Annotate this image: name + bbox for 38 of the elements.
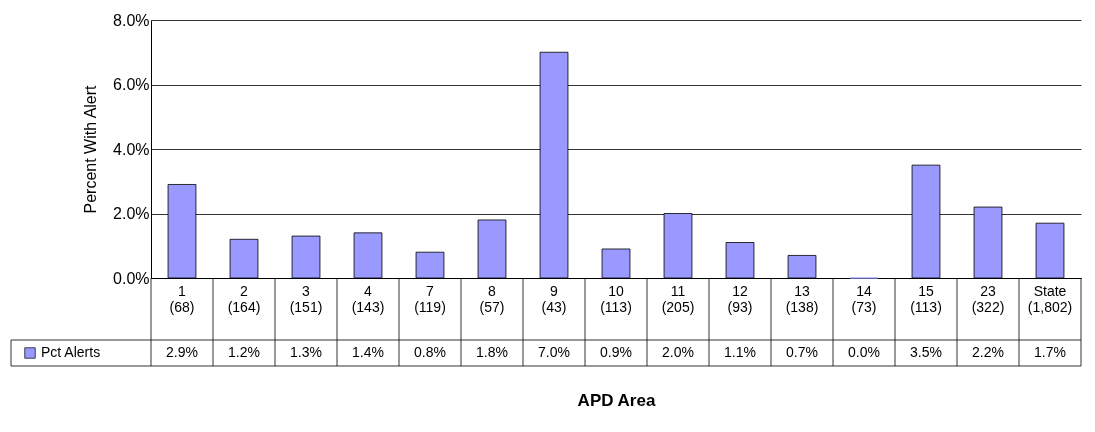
x-tick-label: 3 (151) (289, 282, 323, 315)
data-label: 0.7% (786, 344, 818, 360)
x-tick-label: 13 (138) (785, 282, 819, 315)
y-tick-label: 2.0% (113, 205, 150, 222)
data-label: 0.9% (600, 344, 632, 360)
x-tick-label: 4 (143) (351, 282, 385, 315)
data-label: 2.2% (972, 344, 1004, 360)
x-tick-label: 9 (43) (541, 282, 567, 315)
y-tick-label: 4.0% (113, 140, 150, 158)
x-tick-label: 2 (164) (227, 282, 261, 315)
x-axis-title: APD Area (577, 390, 656, 410)
legend-label: Pct Alerts (41, 344, 101, 360)
data-label: 1.7% (1034, 344, 1066, 360)
data-label: 1.2% (228, 344, 260, 360)
data-label: 1.1% (724, 344, 756, 360)
x-tick-label: 15 (113) (910, 282, 942, 315)
x-tick-label: 14 (73) (851, 282, 877, 315)
data-label: 0.8% (414, 344, 446, 360)
y-axis-title: Percent With Alert (82, 84, 100, 214)
data-label: 1.4% (352, 344, 384, 360)
data-label: 1.8% (476, 344, 508, 360)
y-tick-label: 8.0% (113, 11, 150, 29)
data-label: 1.3% (290, 344, 322, 360)
x-tick-label: State (1,802) (1027, 282, 1073, 315)
data-label: 3.5% (910, 344, 942, 360)
data-label: 2.0% (662, 344, 694, 360)
x-tick-label: 7 (119) (414, 282, 446, 315)
x-tick-label: 11 (205) (661, 282, 695, 315)
x-tick-label: 10 (113) (600, 282, 632, 315)
x-tick-label: 23 (322) (971, 282, 1005, 315)
x-tick-label: 12 (93) (727, 282, 753, 315)
data-label: 0.0% (848, 344, 880, 360)
y-tick-label: 0.0% (113, 269, 150, 287)
data-label: 7.0% (538, 344, 570, 360)
data-label: 2.9% (166, 344, 198, 360)
y-tick-label: 6.0% (113, 76, 150, 93)
x-tick-label: 1 (68) (169, 282, 195, 315)
x-tick-label: 8 (57) (479, 282, 505, 315)
